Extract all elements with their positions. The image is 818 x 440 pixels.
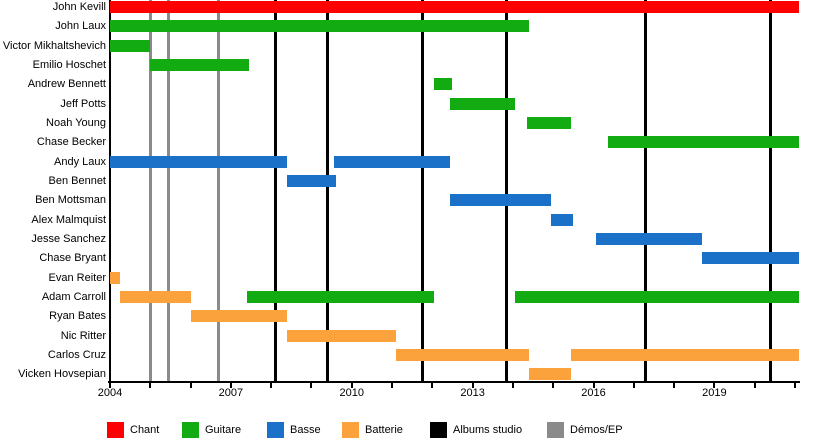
tenure-bar: [595, 232, 703, 245]
axis-tick: [552, 383, 555, 388]
tenure-bar: [607, 136, 799, 149]
tenure-bar: [287, 174, 336, 187]
demo-ep-line: [217, 0, 221, 381]
album-studio-line: [644, 0, 648, 381]
axis-tick: [793, 383, 796, 388]
axis-tick: [189, 383, 192, 388]
axis-tick: [391, 383, 394, 388]
axis-tick: [310, 383, 313, 388]
axis-year-label: 2019: [702, 387, 727, 399]
album-studio-line: [273, 0, 277, 381]
member-label: Emilio Hoschet: [32, 58, 106, 71]
tenure-bar: [702, 252, 799, 265]
tenure-bar: [450, 194, 552, 207]
member-label: Chase Bryant: [39, 252, 106, 265]
axis-year-label: 2016: [581, 387, 606, 399]
axis-tick: [592, 383, 595, 388]
tenure-bar: [110, 39, 151, 52]
legend-swatch-demos_ep: [547, 422, 564, 438]
album-studio-line: [420, 0, 424, 381]
tenure-bar: [450, 97, 515, 110]
y-axis-line: [109, 0, 111, 382]
tenure-bar: [434, 78, 453, 91]
demo-ep-line: [166, 0, 170, 381]
member-label: Alex Malmquist: [31, 213, 106, 226]
axis-tick: [350, 383, 353, 388]
tenure-bar: [110, 20, 530, 33]
album-studio-line: [326, 0, 330, 381]
member-label: Chase Becker: [36, 136, 106, 149]
tenure-bar: [110, 271, 121, 284]
member-label: Adam Carroll: [41, 290, 106, 303]
legend-label: Basse: [290, 424, 321, 436]
axis-tick: [511, 383, 514, 388]
axis-year-label: 2004: [97, 387, 123, 399]
axis-year-label: 2010: [339, 387, 364, 399]
member-label: Carlos Cruz: [47, 348, 106, 361]
tenure-bar: [571, 348, 799, 361]
member-label: Jesse Sanchez: [31, 232, 106, 245]
axis-tick: [632, 383, 635, 388]
member-label: John Laux: [55, 20, 106, 33]
member-label: John Kevill: [52, 1, 106, 13]
tenure-bar: [527, 116, 572, 129]
member-label: Evan Reiter: [48, 271, 106, 284]
axis-year-label: 2013: [460, 387, 485, 399]
legend-label: Albums studio: [453, 424, 523, 436]
axis-tick: [753, 383, 756, 388]
member-label: Nic Ritter: [60, 329, 106, 342]
tenure-bar: [150, 58, 249, 71]
tenure-bar: [120, 290, 191, 303]
member-label: Andrew Bennett: [27, 78, 106, 91]
tenure-bar: [110, 1, 799, 13]
axis-tick: [673, 383, 676, 388]
axis-year-label: 2007: [218, 387, 244, 399]
x-axis-line: [108, 381, 800, 383]
axis-tick: [431, 383, 434, 388]
member-label: Victor Mikhaltshevich: [2, 39, 106, 52]
member-label: Ben Bennet: [48, 174, 107, 187]
legend-swatch-guitare: [182, 422, 199, 438]
member-label: Andy Laux: [54, 155, 106, 168]
tenure-bar: [396, 348, 530, 361]
axis-tick: [109, 383, 111, 388]
legend-label: Batterie: [365, 424, 403, 436]
album-studio-line: [769, 0, 773, 381]
axis-tick: [471, 383, 474, 388]
tenure-bar: [514, 290, 799, 303]
member-label: Ryan Bates: [49, 310, 106, 323]
tenure-bar: [246, 290, 435, 303]
legend-label: Guitare: [205, 424, 242, 436]
legend-swatch-basse: [267, 422, 284, 438]
legend-swatch-albums_studio: [430, 422, 447, 438]
tenure-bar: [529, 368, 572, 381]
member-label: Jeff Potts: [60, 97, 106, 110]
legend-swatch-batterie: [342, 422, 359, 438]
member-label: Ben Mottsman: [35, 194, 106, 207]
tenure-bar: [110, 155, 288, 168]
tenure-bar: [287, 329, 397, 342]
axis-tick: [229, 383, 232, 388]
axis-tick: [713, 383, 716, 388]
legend-label: Chant: [130, 424, 160, 436]
tenure-bar: [333, 155, 451, 168]
axis-tick: [270, 383, 273, 388]
demo-ep-line: [148, 0, 152, 381]
member-label: Vicken Hovsepian: [18, 368, 106, 381]
legend-label: Démos/EP: [570, 424, 623, 436]
member-label: Noah Young: [46, 116, 106, 129]
tenure-bar: [551, 213, 574, 226]
legend-swatch-chant: [107, 422, 124, 438]
axis-tick: [149, 383, 152, 388]
tenure-bar: [190, 310, 288, 323]
album-studio-line: [505, 0, 509, 381]
